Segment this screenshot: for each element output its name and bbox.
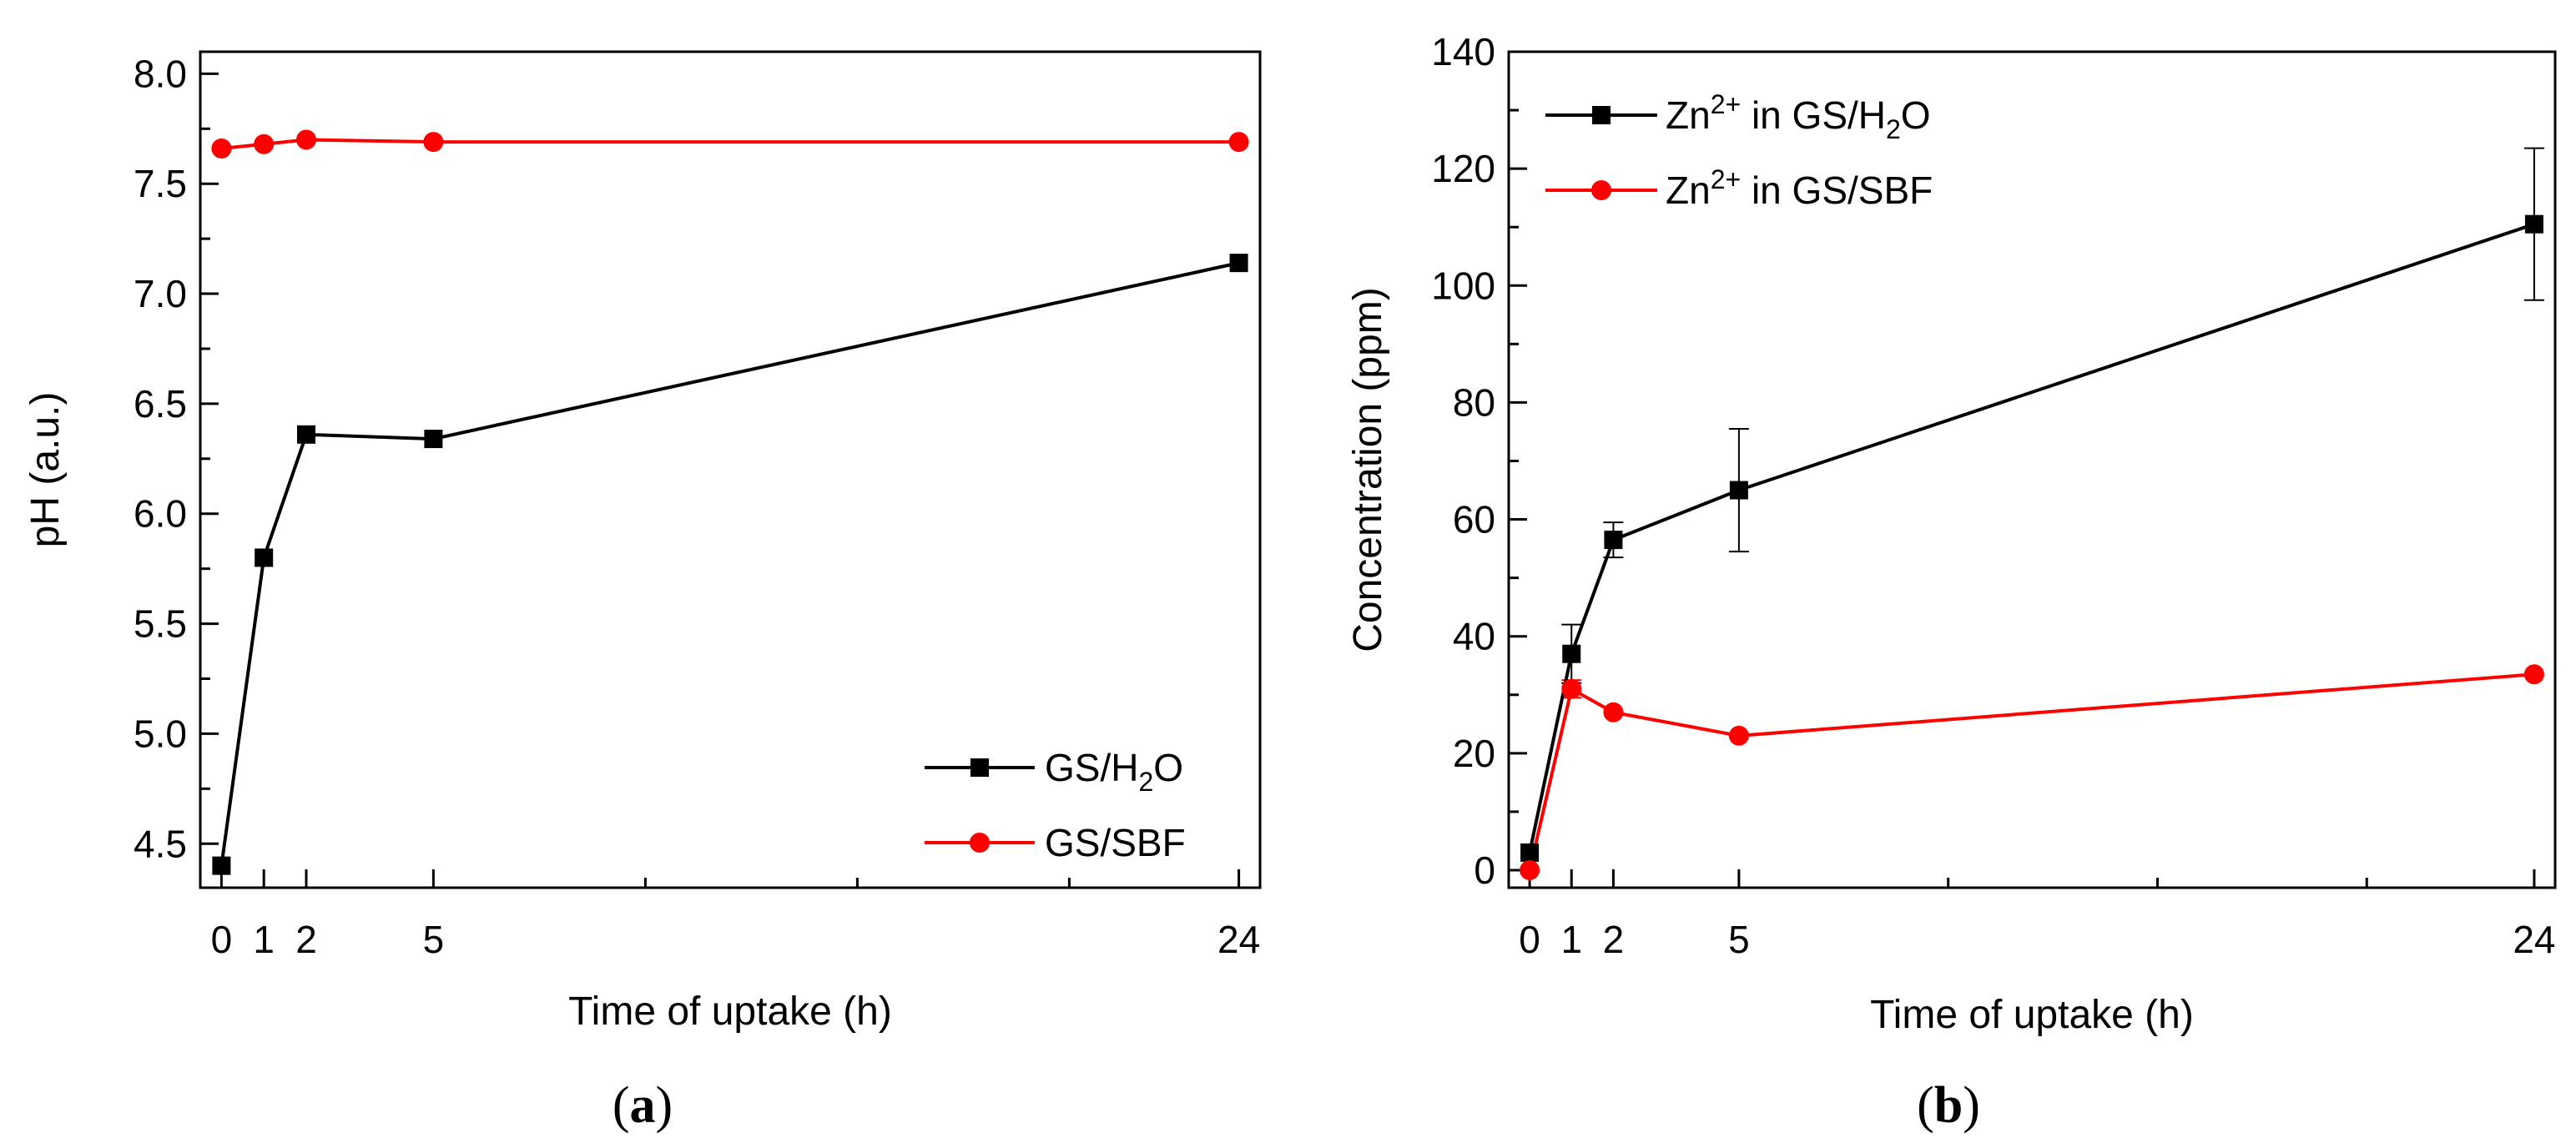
legend-marker-zn-gs-h2o <box>1592 106 1611 124</box>
y-tick-label-b-1: 20 <box>1453 732 1495 775</box>
x-axis-title-a: Time of uptake (h) <box>568 989 892 1034</box>
y-tick-label-b-4: 80 <box>1453 380 1495 424</box>
data-point-b-s1-3 <box>1728 725 1749 746</box>
plot-area-a <box>199 50 1262 889</box>
data-point-b-s0-1 <box>1562 644 1581 663</box>
data-point-b-s1-2 <box>1603 702 1624 723</box>
data-point-a-s0-4 <box>1229 254 1248 273</box>
panel-label-a: (a) <box>612 1077 673 1134</box>
data-point-a-s0-3 <box>424 430 443 449</box>
legend-marker-zn-gs-sbf <box>1591 180 1611 200</box>
y-tick-label-a-2: 5.5 <box>134 602 187 646</box>
y-tick-label-a-1: 5.0 <box>134 712 187 755</box>
y-tick-label-a-7: 8.0 <box>134 52 187 95</box>
legend-a: GS/H2O GS/SBF <box>925 746 1186 864</box>
data-point-b-s0-4 <box>2524 214 2543 234</box>
y-tick-label-b-2: 40 <box>1453 615 1495 658</box>
y-tick-label-a-3: 6.0 <box>134 492 187 536</box>
y-tick-label-b-6: 120 <box>1431 147 1495 190</box>
data-point-b-s0-0 <box>1520 843 1540 862</box>
plot-area-b <box>1507 50 2557 889</box>
data-point-b-s1-4 <box>2523 664 2544 685</box>
data-point-a-s1-3 <box>423 132 444 153</box>
data-point-b-s0-2 <box>1604 531 1623 550</box>
data-point-a-s1-0 <box>211 138 232 159</box>
x-tick-label-b-3: 5 <box>1728 918 1750 961</box>
legend-label-zn-gs-h2o: Zn2+ in GS/H2O <box>1666 89 1931 144</box>
series-line-b-1 <box>1528 672 2535 871</box>
y-tick-label-b-0: 0 <box>1474 848 1495 892</box>
x-tick-label-a-3: 5 <box>423 918 445 961</box>
series-line-b-0 <box>1528 222 2535 853</box>
data-point-a-s0-1 <box>255 548 274 567</box>
data-point-a-s1-1 <box>254 133 275 154</box>
data-point-a-s0-2 <box>297 425 315 444</box>
legend-marker-gs-sbf <box>970 833 990 853</box>
series-line-a-1 <box>221 138 1239 151</box>
y-axis-title-b: Concentration (ppm) <box>1346 287 1390 652</box>
x-tick-label-b-0: 0 <box>1519 918 1540 961</box>
x-tick-label-b-2: 2 <box>1603 918 1625 961</box>
data-point-a-s1-4 <box>1228 132 1249 153</box>
x-axis-title-b: Time of uptake (h) <box>1870 993 2194 1037</box>
data-point-a-s0-0 <box>212 856 231 875</box>
legend-label-gs-sbf: GS/SBF <box>1045 821 1186 864</box>
data-point-b-s0-3 <box>1729 481 1748 500</box>
legend-entry-zn-gs-h2o: Zn2+ in GS/H2O <box>1545 89 1931 144</box>
y-tick-label-b-5: 100 <box>1431 264 1495 307</box>
data-point-b-s1-1 <box>1561 678 1582 699</box>
x-tick-label-b-1: 1 <box>1560 918 1582 961</box>
x-tick-label-a-1: 1 <box>253 918 275 961</box>
x-tick-label-a-4: 24 <box>1217 918 1260 961</box>
y-tick-label-b-7: 140 <box>1431 30 1495 73</box>
x-tick-label-b-4: 24 <box>2513 918 2555 961</box>
legend-entry-gs-h2o: GS/H2O <box>925 746 1183 797</box>
legend-label-gs-h2o: GS/H2O <box>1045 746 1183 797</box>
legend-marker-gs-h2o <box>970 758 989 777</box>
y-tick-label-a-4: 6.5 <box>134 382 187 425</box>
legend-label-zn-gs-sbf: Zn2+ in GS/SBF <box>1666 164 1933 212</box>
y-axis-title-a: pH (a.u.) <box>23 392 68 548</box>
panel-label-b: (b) <box>1917 1077 1980 1134</box>
y-tick-label-b-3: 60 <box>1453 498 1495 541</box>
y-tick-label-a-5: 7.0 <box>134 272 187 315</box>
legend-entry-gs-sbf: GS/SBF <box>925 821 1186 864</box>
x-tick-label-a-0: 0 <box>211 918 233 961</box>
data-point-b-s1-0 <box>1520 859 1540 880</box>
legend-b: Zn2+ in GS/H2O Zn2+ in GS/SBF <box>1545 89 1933 212</box>
legend-entry-zn-gs-sbf: Zn2+ in GS/SBF <box>1545 164 1933 212</box>
data-point-a-s1-2 <box>296 129 316 150</box>
y-tick-label-a-6: 7.5 <box>134 162 187 205</box>
y-tick-label-a-0: 4.5 <box>134 822 187 865</box>
chart-a: 0 1 2 5 24 4.5 5.0 5.5 6.0 6.5 7.0 7.5 8.0 Time of u… <box>23 50 1262 1134</box>
x-tick-label-a-2: 2 <box>295 918 317 961</box>
